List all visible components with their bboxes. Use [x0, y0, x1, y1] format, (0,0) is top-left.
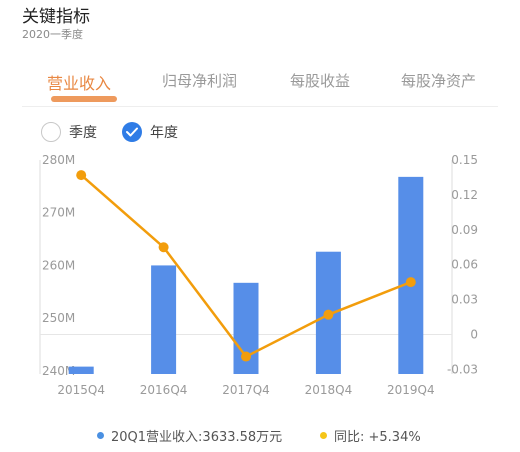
- legend-revenue-dot: [97, 431, 104, 439]
- x-tick-label: 2019Q4: [387, 383, 435, 397]
- legend-yoy: 同比: +5.34%: [320, 426, 421, 445]
- revenue-bar: [398, 176, 424, 374]
- legend-yoy-dot: [320, 431, 327, 439]
- quarter-radio[interactable]: [41, 122, 61, 142]
- revenue-bar: [68, 366, 94, 374]
- y-right-tick-label: 0.09: [451, 223, 478, 237]
- x-tick-label: 2016Q4: [140, 383, 188, 397]
- page-title: 关键指标: [22, 7, 90, 27]
- yoy-point: [405, 277, 416, 288]
- revenue-bar: [151, 265, 177, 374]
- tabs-divider: [22, 106, 498, 107]
- yoy-point: [158, 242, 169, 253]
- yoy-point: [241, 351, 251, 362]
- metric-tabs: 营业收入 归母净利润 每股收益 每股净资产: [0, 64, 520, 106]
- y-right-tick-label: 0.06: [451, 258, 478, 272]
- x-tick-label: 2018Q4: [305, 383, 353, 397]
- tab-revenue[interactable]: 营业收入: [47, 74, 112, 93]
- revenue-chart: 240M 250M 260M 270M 280M -0.03 0 0.03 0.06 0.09 0.…: [39, 153, 478, 397]
- quarter-label: 季度: [69, 125, 97, 141]
- check-icon: [126, 127, 138, 137]
- yoy-point: [76, 170, 87, 181]
- year-label: 年度: [150, 125, 178, 141]
- tab-eps[interactable]: 每股收益: [290, 72, 351, 90]
- legend-revenue-text: 20Q1营业收入:3633.58万元: [111, 429, 283, 445]
- tab-net-profit[interactable]: 归母净利润: [162, 72, 238, 90]
- y-left-tick-label: 250M: [42, 311, 75, 325]
- legend-yoy-text: 同比: +5.34%: [334, 429, 421, 445]
- y-right-tick-label: 0.15: [451, 153, 478, 167]
- y-right-tick-label: 0.03: [451, 293, 478, 307]
- quarter-toggle[interactable]: 季度: [41, 120, 97, 144]
- year-radio[interactable]: [122, 122, 142, 142]
- header: 关键指标 2020一季度: [22, 6, 90, 42]
- active-tab-indicator: [51, 96, 117, 102]
- legend-revenue: 20Q1营业收入:3633.58万元: [97, 426, 283, 445]
- y-left-tick-label: 270M: [42, 206, 75, 220]
- y-right-tick-label: 0.12: [451, 188, 478, 202]
- x-tick-label: 2015Q4: [57, 383, 105, 397]
- tab-bvps[interactable]: 每股净资产: [401, 72, 477, 90]
- y-left-tick-label: 280M: [42, 153, 75, 167]
- y-right-tick-label: 0: [470, 327, 478, 341]
- year-toggle[interactable]: 年度: [122, 120, 178, 144]
- x-tick-label: 2017Q4: [222, 383, 270, 397]
- y-left-tick-label: 240M: [42, 364, 75, 378]
- y-left-tick-label: 260M: [42, 258, 75, 272]
- y-right-tick-label: -0.03: [447, 362, 478, 376]
- page-subtitle: 2020一季度: [22, 28, 83, 41]
- yoy-point: [323, 309, 334, 320]
